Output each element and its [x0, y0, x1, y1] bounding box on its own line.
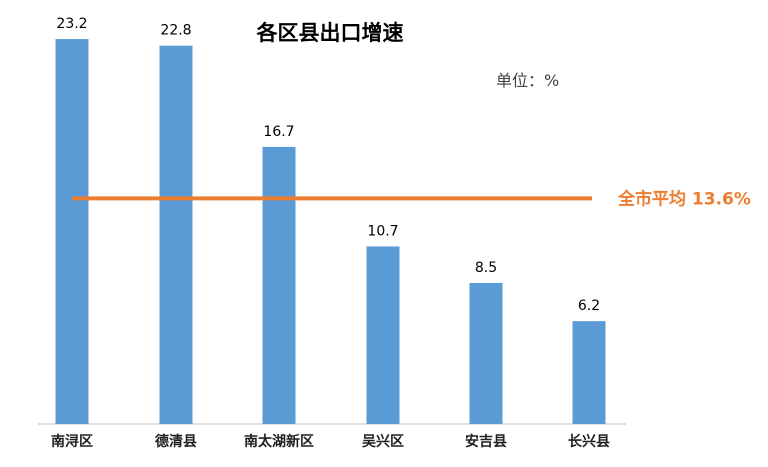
x-tick-label-group: 南浔区 德清县 南太湖新区 吴兴区 安吉县 长兴县 — [51, 433, 610, 450]
bar — [55, 39, 89, 424]
bar — [469, 282, 503, 424]
chart-title: 各区县出口增速 — [256, 21, 404, 45]
data-label: 6.2 — [578, 298, 600, 314]
x-tick-label: 安吉县 — [465, 433, 507, 450]
bar — [159, 45, 193, 425]
x-tick-label: 南太湖新区 — [244, 433, 314, 450]
x-tick-label: 南浔区 — [51, 433, 93, 450]
bar-group — [55, 39, 606, 425]
x-tick-label: 吴兴区 — [362, 433, 404, 450]
data-label: 10.7 — [367, 223, 398, 239]
unit-label: 单位：% — [496, 71, 559, 90]
bar — [262, 146, 296, 424]
data-label: 16.7 — [263, 124, 294, 140]
data-label: 22.8 — [160, 23, 191, 39]
data-label-group: 23.2 22.8 16.7 10.7 8.5 6.2 — [56, 16, 600, 314]
average-reference-label: 全市平均 13.6% — [617, 188, 751, 209]
bar — [572, 321, 606, 424]
bar — [366, 246, 400, 424]
data-label: 23.2 — [56, 16, 87, 32]
x-tick-label: 德清县 — [155, 433, 197, 450]
data-label: 8.5 — [475, 260, 497, 276]
x-tick-label: 长兴县 — [568, 433, 610, 450]
